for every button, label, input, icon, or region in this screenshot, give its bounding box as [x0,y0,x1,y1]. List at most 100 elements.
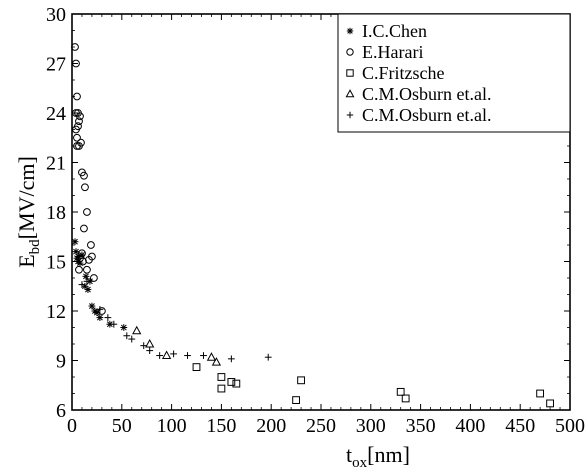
data-point-asterisk [120,324,128,331]
data-point-circle [83,265,91,274]
data-point-circle [73,142,81,150]
data-point-circle [90,274,98,282]
data-point-square [396,387,405,396]
data-point-circle [81,183,89,192]
x-axis-title-main: t [346,442,352,467]
data-point-circle [76,112,84,121]
legend-label: C.Fritzsche [362,63,445,83]
y-tick-label: 30 [46,4,66,26]
data-point-circle [73,92,81,101]
data-point-square [292,396,301,405]
legend-marker-square [346,69,354,77]
data-point-plus [156,352,164,359]
x-axis-title-unit: [nm] [367,442,410,467]
legend-marker-circle [346,48,354,56]
data-point-square [227,378,236,386]
x-tick-label: 0 [67,415,77,437]
data-point-circle [75,265,83,274]
x-tick-label: 250 [306,415,336,437]
x-tick-label: 50 [112,415,132,437]
y-tick-label: 6 [56,400,66,422]
data-point-triangle [145,338,155,348]
data-point-square [546,399,554,408]
y-tick-label: 18 [46,202,66,224]
data-point-circle [87,241,95,249]
y-tick-label: 27 [46,54,66,76]
data-point-plus [123,332,131,340]
data-point-square [192,363,201,372]
data-point-plus [146,347,154,354]
x-tick-label: 100 [157,415,187,437]
data-point-triangle [211,357,222,366]
data-point-circle [78,249,86,258]
x-axis-title: tox[nm] [346,442,410,470]
legend-marker-triangle [345,89,355,98]
legend-label: C.M.Osburn et.al. [362,105,492,125]
y-axis-title-sub: bd [27,239,43,255]
legend-box [337,13,571,133]
data-point-plus [83,277,91,285]
x-tick-label: 300 [356,415,386,437]
data-point-asterisk [96,314,104,321]
y-axis-title-main: E [14,254,39,267]
data-point-square [297,376,305,385]
data-point-circle [80,224,88,233]
y-tick-label: 15 [46,252,66,274]
legend-label: C.M.Osburn et.al. [362,84,492,104]
data-point-asterisk [72,248,80,255]
data-point-circle [73,133,81,142]
x-tick-label: 500 [555,415,585,437]
x-tick-label: 350 [406,415,436,437]
data-point-asterisk [88,302,96,310]
legend-marker-plus [346,111,354,119]
x-tick-label: 150 [206,415,236,437]
data-point-asterisk [71,238,79,246]
data-point-circle [76,254,84,263]
data-point-circle [71,43,79,51]
data-point-circle [88,252,96,261]
y-axis-title-unit: [MV/cm] [14,156,39,239]
data-point-square [536,389,545,398]
data-point-asterisk [84,286,92,293]
data-point-triangle [161,350,172,360]
data-point-circle [74,122,82,131]
x-tick-label: 450 [505,415,535,437]
data-point-circle [83,208,91,216]
legend-label: E.Harari [362,42,423,62]
data-point-circle [97,307,106,315]
data-point-circle [72,59,80,68]
y-tick-label: 24 [46,103,66,125]
data-point-square [401,394,410,403]
data-point-asterisk [82,272,90,280]
legend-marker-asterisk [346,27,354,35]
data-point-triangle [206,352,217,361]
data-point-plus [110,320,118,328]
data-point-triangle [132,325,142,335]
x-tick-label: 200 [256,415,286,437]
y-axis-title: Ebd[MV/cm] [14,156,43,268]
y-tick-label: 21 [46,153,66,175]
data-marks [71,43,554,408]
y-tick-label: 12 [46,301,66,323]
data-point-plus [184,352,191,359]
data-point-square [232,379,241,388]
x-tick-label: 400 [455,415,485,437]
data-point-square [217,373,226,381]
data-point-plus [140,342,148,350]
data-point-plus [128,335,136,343]
data-point-plus [227,355,235,363]
data-point-plus [200,352,207,359]
data-point-circle [80,171,88,180]
data-point-plus [264,353,272,361]
data-point-plus [78,281,86,288]
data-point-square [217,384,226,393]
x-axis-title-sub: ox [352,455,368,470]
legend-label: I.C.Chen [362,21,427,41]
data-point-plus [170,350,177,358]
data-point-plus [104,314,112,321]
y-tick-label: 9 [56,351,66,373]
data-point-plus [96,305,104,313]
data-point-circle [75,117,83,126]
